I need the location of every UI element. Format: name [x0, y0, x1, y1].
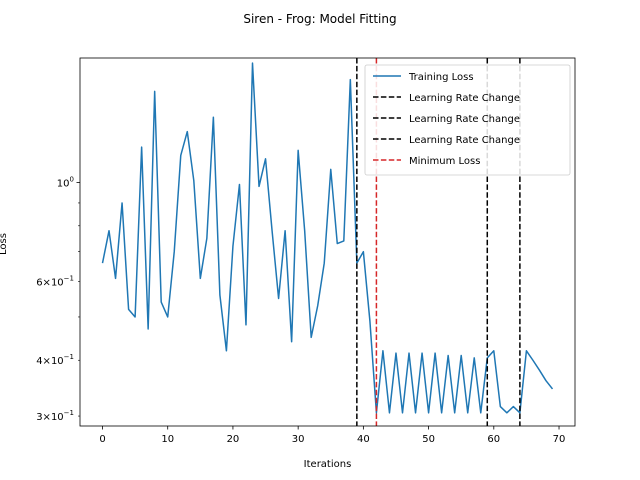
axes-frame — [79, 57, 576, 427]
legend-label-3: Learning Rate Change — [409, 135, 520, 146]
x-tick-label: 0 — [99, 434, 105, 445]
legend-label-0: Training Loss — [408, 72, 474, 83]
x-tick-label: 10 — [161, 434, 174, 445]
x-tick-label: 30 — [292, 434, 305, 445]
x-tick-label: 60 — [487, 434, 500, 445]
x-tick-label: 40 — [357, 434, 370, 445]
plot-area — [79, 57, 576, 427]
y-tick-label: 6×10−1 — [36, 275, 74, 289]
y-axis-label: Loss — [0, 233, 9, 255]
x-tick-label: 20 — [227, 434, 240, 445]
legend: Training Loss Learning Rate Change Learnin… — [364, 64, 571, 176]
series-line-0 — [101, 62, 554, 414]
x-axis-label: Iterations — [304, 459, 352, 470]
x-tick-label: 70 — [553, 434, 566, 445]
legend-label-1: Learning Rate Change — [409, 93, 520, 104]
axis-ticks: 0 10 20 30 40 50 60 70 100 3×10−1 4×10−1 6×10−1 — [36, 176, 565, 445]
y-tick-label: 3×10−1 — [36, 409, 74, 423]
legend-label-2: Learning Rate Change — [409, 114, 520, 125]
x-tick-label: 50 — [422, 434, 435, 445]
chart-title: Siren - Frog: Model Fitting — [243, 12, 396, 26]
legend-box — [364, 64, 571, 176]
y-tick-label: 100 — [57, 176, 74, 190]
y-tick-label: 4×10−1 — [36, 353, 74, 367]
legend-label-4: Minimum Loss — [409, 156, 480, 167]
